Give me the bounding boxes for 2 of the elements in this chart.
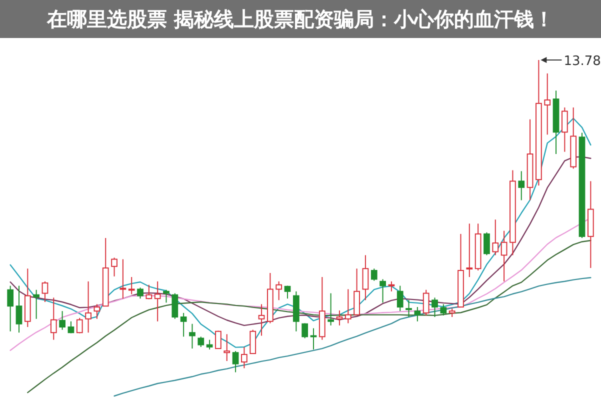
title: 在哪里选股票 揭秘线上股票配资骗局：小心你的血汗钱！ <box>0 0 601 38</box>
annotation: 13.78 <box>564 54 601 69</box>
